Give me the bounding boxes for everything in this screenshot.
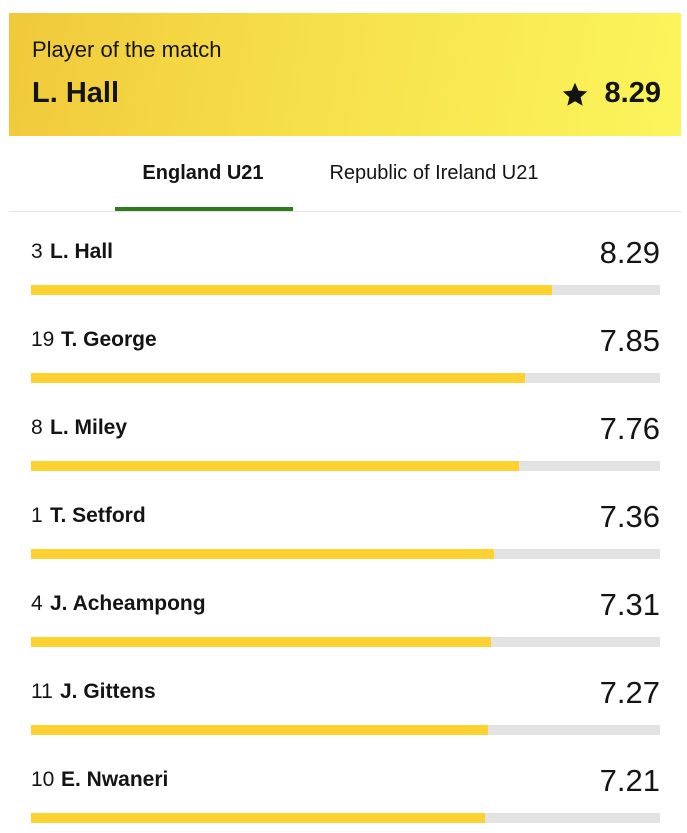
- player-name: E. Nwaneri: [61, 768, 169, 791]
- tab[interactable]: Republic of Ireland U21: [329, 162, 539, 184]
- rating-bar: [31, 285, 553, 295]
- tab[interactable]: England U21: [142, 162, 264, 184]
- player-name: J. Acheampong: [50, 592, 206, 615]
- rating: 7.27: [599, 675, 660, 710]
- shirt-number: 10: [31, 768, 55, 791]
- active-tab-indicator: [115, 207, 293, 211]
- rating: 7.36: [599, 499, 660, 534]
- divider: [9, 211, 681, 212]
- shirt-number: 1: [31, 504, 43, 527]
- star-icon: [562, 82, 588, 106]
- player-name: L. Miley: [50, 416, 128, 439]
- shirt-number: 3: [31, 240, 43, 263]
- rating: 7.31: [599, 587, 660, 622]
- player-name: T. Setford: [50, 504, 146, 527]
- shirt-number: 4: [31, 592, 43, 615]
- rating-bar: [31, 725, 489, 735]
- shirt-number: 19: [31, 328, 55, 351]
- rating: 7.85: [599, 323, 660, 358]
- player-name: T. George: [61, 328, 157, 351]
- header-player: L. Hall: [32, 77, 120, 109]
- rating: 7.21: [599, 763, 660, 798]
- header-title: Player of the match: [32, 37, 222, 62]
- rating-bar: [31, 373, 525, 383]
- header-rating: 8.29: [604, 77, 661, 109]
- rating: 7.76: [599, 411, 660, 446]
- player-name: J. Gittens: [60, 680, 156, 703]
- rating: 8.29: [599, 235, 660, 270]
- player-name: L. Hall: [50, 240, 114, 263]
- header: Player of the match L. Hall 8.29: [9, 13, 681, 136]
- rating-bar: [31, 637, 491, 647]
- shirt-number: 11: [31, 680, 53, 703]
- shirt-number: 8: [31, 416, 43, 439]
- rating-bar: [31, 461, 520, 471]
- rating-bar: [31, 813, 485, 823]
- rating-bar: [31, 549, 494, 559]
